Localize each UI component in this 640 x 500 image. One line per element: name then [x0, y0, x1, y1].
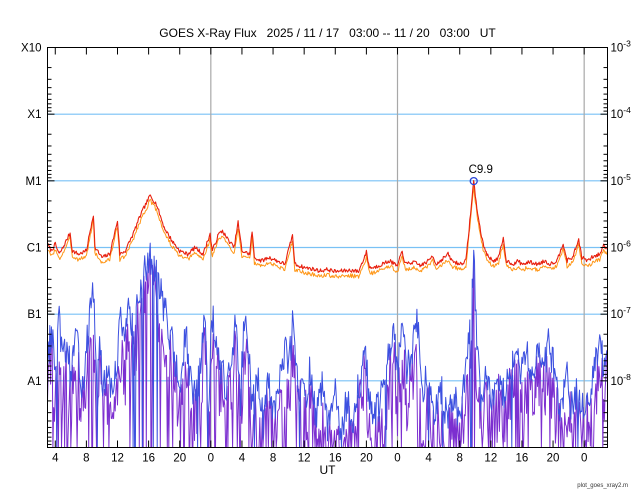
y-axis-class-label: B1	[27, 309, 41, 321]
x-tick-label: 20	[173, 453, 186, 465]
y-axis-flux-label: 10-5	[611, 172, 632, 188]
chart-title: GOES X-Ray Flux 2025 / 11 / 17 03:00 -- …	[159, 26, 496, 40]
flare-annotation-label: C9.9	[469, 164, 493, 176]
series-long-wavelength-primary-line	[47, 180, 608, 274]
x-tick-label: 8	[270, 453, 276, 465]
series-long-wavelength-secondary-line	[47, 186, 608, 279]
x-tick-label: 16	[329, 453, 342, 465]
x-tick-label: 0	[208, 453, 214, 465]
y-axis-class-label: C1	[27, 243, 42, 255]
y-axis-class-label: A1	[27, 376, 41, 388]
series-short-wavelength-primary-line	[47, 242, 608, 448]
x-tick-label: 8	[457, 453, 463, 465]
y-axis-class-label: X1	[27, 109, 41, 121]
flare-peak-marker	[469, 176, 478, 186]
y-axis-flux-label: 10-8	[611, 372, 632, 388]
watermark-label: plot_goes_xray2.m	[577, 483, 628, 489]
x-tick-label: 4	[425, 453, 432, 465]
x-axis-label: UT	[319, 463, 336, 477]
x-tick-label: 8	[83, 453, 89, 465]
x-tick-label: 12	[111, 453, 124, 465]
series-short-wavelength-secondary-line	[47, 255, 608, 448]
y-axis-class-label: M1	[26, 176, 42, 188]
x-tick-label: 16	[142, 453, 155, 465]
x-tick-label: 20	[360, 453, 373, 465]
y-axis-flux-label: 10-6	[611, 239, 632, 255]
x-tick-label: 4	[52, 453, 59, 465]
y-axis-flux-label: 10-7	[611, 305, 632, 321]
x-tick-label: 12	[484, 453, 497, 465]
x-tick-label: 20	[547, 453, 560, 465]
x-tick-label: 0	[581, 453, 587, 465]
y-axis-class-label: X10	[21, 43, 41, 55]
y-axis-flux-label: 10-3	[611, 39, 632, 55]
x-tick-label: 16	[516, 453, 529, 465]
x-tick-label: 0	[394, 453, 400, 465]
x-tick-label: 4	[239, 453, 246, 465]
x-tick-label: 12	[298, 453, 311, 465]
y-axis-flux-label: 10-4	[611, 105, 632, 121]
